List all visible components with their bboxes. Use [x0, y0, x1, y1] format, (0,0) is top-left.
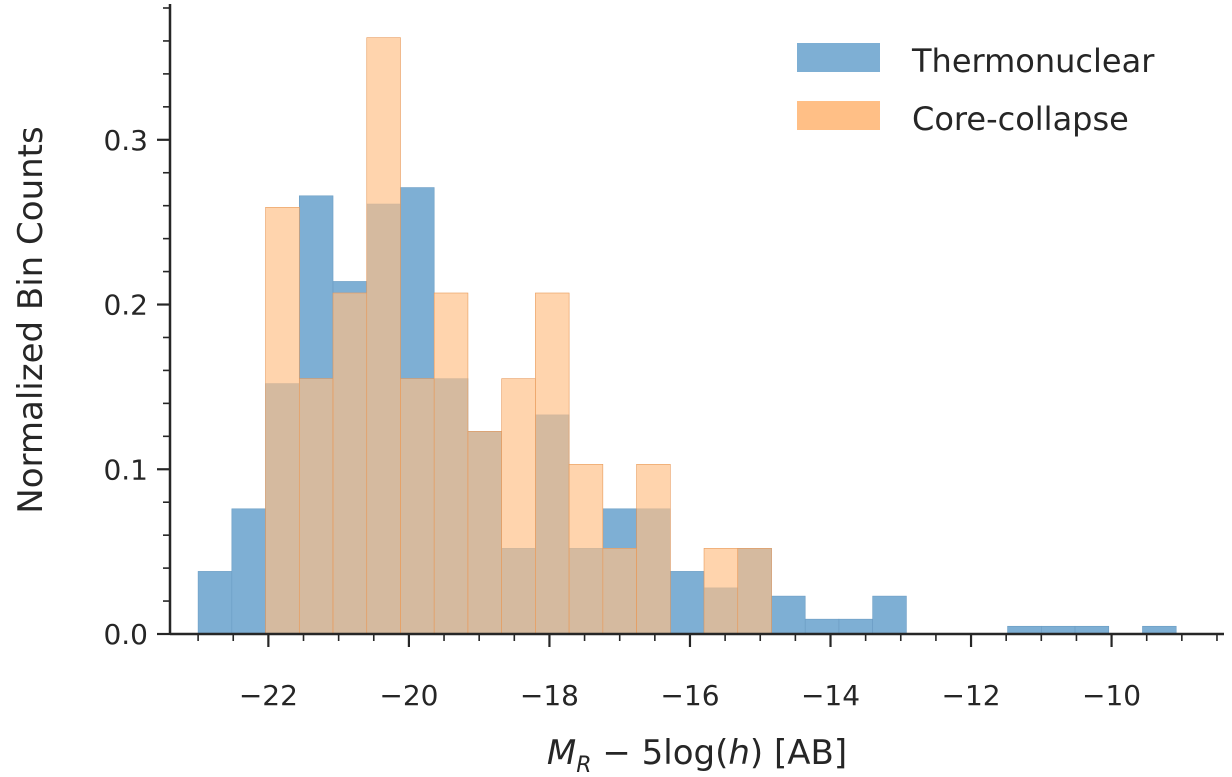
legend: Thermonuclear Core-collapse — [797, 42, 1155, 138]
core-collapse-bar — [298, 378, 334, 635]
legend-label-thermonuclear: Thermonuclear — [911, 42, 1155, 80]
thermonuclear-bar — [872, 595, 907, 635]
y-axis-label: Normalized Bin Counts — [11, 126, 51, 513]
core-collapse-bar — [366, 37, 401, 635]
axes — [168, 4, 1224, 636]
y-tick-label: 0.3 — [103, 124, 148, 157]
x-axis-label: MR − 5log(h) [AB] — [547, 733, 847, 777]
core-collapse-bar — [400, 378, 435, 635]
thermonuclear-bar — [231, 508, 266, 635]
y-tick-label: 0.0 — [103, 618, 148, 651]
x-tick-label: −12 — [941, 679, 1000, 712]
legend-swatch-thermonuclear — [797, 43, 880, 72]
core-collapse-bar — [467, 431, 502, 635]
thermonuclear-bar — [771, 595, 806, 635]
x-tick-label: −14 — [801, 679, 860, 712]
thermonuclear-bar — [804, 618, 840, 635]
thermonuclear-bar — [197, 571, 233, 635]
core-collapse-series — [265, 37, 772, 635]
x-axis-ticks: −22 −20 −18 −16 −14 −12 −10 — [197, 634, 1218, 712]
core-collapse-bar — [501, 378, 536, 635]
legend-swatch-core-collapse — [797, 101, 880, 130]
x-tick-label: −22 — [239, 679, 298, 712]
core-collapse-bar — [332, 292, 368, 635]
y-axis-ticks: 0.0 0.1 0.2 0.3 — [103, 7, 170, 651]
y-tick-label: 0.2 — [103, 289, 148, 322]
thermonuclear-bar — [669, 571, 705, 635]
core-collapse-bar — [636, 464, 671, 635]
core-collapse-bar — [703, 548, 739, 635]
core-collapse-bar — [265, 207, 300, 635]
x-tick-label: −10 — [1082, 679, 1141, 712]
core-collapse-bar — [602, 548, 637, 635]
core-collapse-bar — [568, 464, 604, 635]
x-tick-label: −18 — [520, 679, 579, 712]
core-collapse-bar — [535, 292, 570, 635]
x-tick-label: −20 — [379, 679, 438, 712]
x-tick-label: −16 — [660, 679, 719, 712]
y-tick-label: 0.1 — [103, 453, 148, 486]
core-collapse-bar — [737, 548, 772, 635]
legend-label-core-collapse: Core-collapse — [912, 100, 1129, 138]
core-collapse-bar — [433, 292, 469, 635]
thermonuclear-bar — [838, 618, 873, 635]
